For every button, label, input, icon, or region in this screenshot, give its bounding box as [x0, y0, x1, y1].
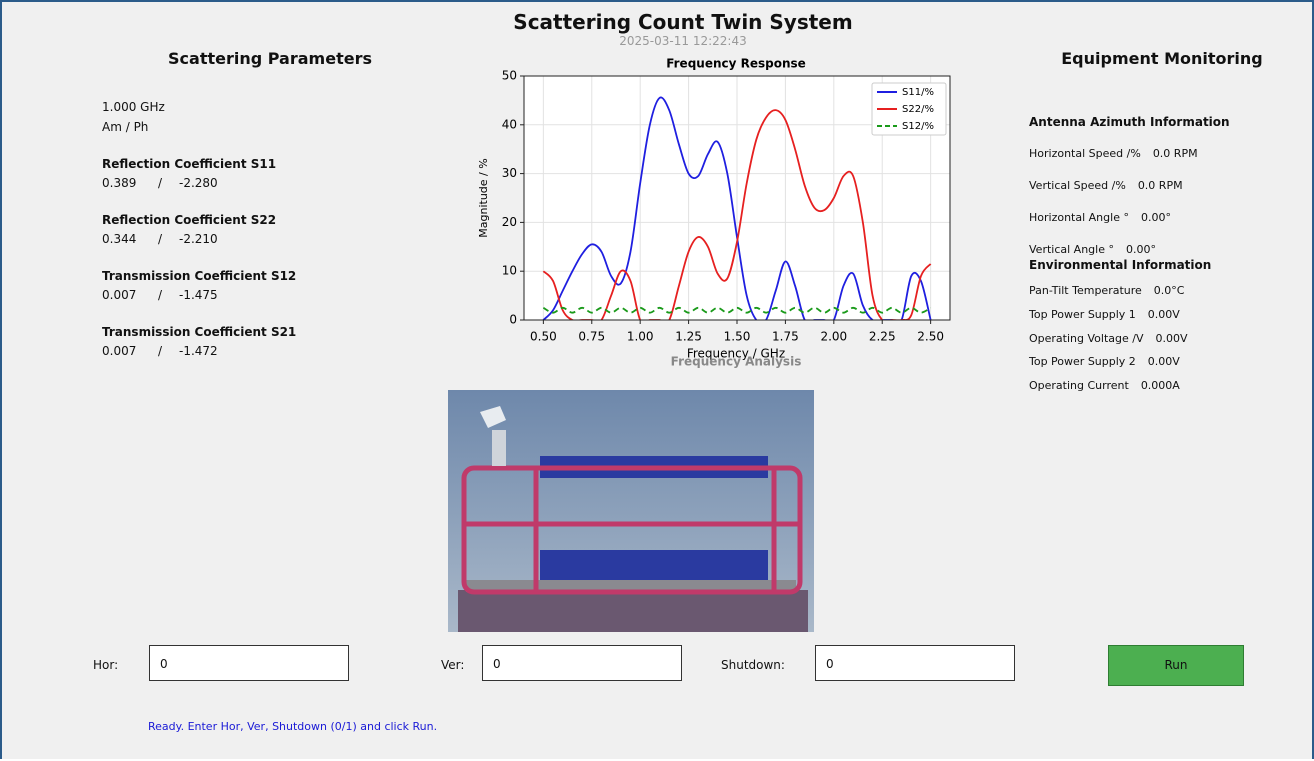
- app-title: Scattering Count Twin System: [2, 10, 1314, 34]
- y-tick-label: 10: [502, 264, 517, 278]
- x-tick-label: 0.75: [578, 330, 605, 344]
- x-tick-label: 1.50: [724, 330, 751, 344]
- app-window: Scattering Count Twin System 2025-03-11 …: [0, 0, 1314, 759]
- info-row: Vertical Angle ° 0.00°: [1029, 243, 1156, 256]
- section-heading: Antenna Azimuth Information: [1029, 115, 1230, 129]
- param-separator: /: [158, 344, 162, 358]
- param-label: Transmission Coefficient S21: [102, 325, 296, 339]
- info-row: Operating Current 0.000A: [1029, 379, 1180, 392]
- info-label: Operating Voltage /V: [1029, 332, 1143, 345]
- info-label: Top Power Supply 2: [1029, 355, 1136, 368]
- param-phase: -1.472: [179, 344, 218, 358]
- param-amplitude: 0.007: [102, 344, 136, 358]
- timestamp: 2025-03-11 12:22:43: [2, 34, 1314, 48]
- run-button[interactable]: Run: [1108, 645, 1244, 686]
- legend-label: S12/%: [902, 121, 934, 132]
- param-phase: -2.280: [179, 176, 218, 190]
- left-heading: Scattering Parameters: [120, 49, 420, 68]
- x-tick-label: 0.50: [530, 330, 557, 344]
- x-tick-label: 1.25: [675, 330, 702, 344]
- info-label: Vertical Speed /%: [1029, 179, 1126, 192]
- x-tick-label: 1.00: [627, 330, 654, 344]
- mode: Am / Ph: [102, 120, 148, 134]
- legend-label: S22/%: [902, 104, 934, 115]
- info-value: 0.00V: [1148, 355, 1180, 368]
- legend-label: S11/%: [902, 87, 934, 98]
- frequency: 1.000 GHz: [102, 100, 165, 114]
- param-amplitude: 0.007: [102, 288, 136, 302]
- y-axis-label: Magnitude / %: [477, 158, 490, 237]
- y-tick-label: 0: [509, 313, 517, 327]
- field-label: Hor:: [93, 658, 118, 672]
- info-label: Top Power Supply 1: [1029, 308, 1136, 321]
- info-value: 0.000A: [1141, 379, 1180, 392]
- param-amplitude: 0.344: [102, 232, 136, 246]
- twin-render: [448, 390, 814, 632]
- info-row: Horizontal Speed /% 0.0 RPM: [1029, 147, 1198, 160]
- text-input[interactable]: 0: [815, 645, 1015, 681]
- status-text: Ready. Enter Hor, Ver, Shutdown (0/1) an…: [148, 720, 437, 733]
- info-label: Operating Current: [1029, 379, 1129, 392]
- info-row: Pan-Tilt Temperature 0.0°C: [1029, 284, 1184, 297]
- info-value: 0.00°: [1126, 243, 1156, 256]
- param-label: Reflection Coefficient S11: [102, 157, 276, 171]
- info-label: Vertical Angle °: [1029, 243, 1114, 256]
- param-amplitude: 0.389: [102, 176, 136, 190]
- info-value: 0.00°: [1141, 211, 1171, 224]
- y-tick-label: 50: [502, 69, 517, 83]
- field-label: Shutdown:: [721, 658, 785, 672]
- info-value: 0.0 RPM: [1138, 179, 1183, 192]
- x-tick-label: 2.50: [917, 330, 944, 344]
- y-tick-label: 30: [502, 166, 517, 180]
- text-input[interactable]: 0: [149, 645, 349, 681]
- param-label: Transmission Coefficient S12: [102, 269, 296, 283]
- info-label: Horizontal Speed /%: [1029, 147, 1141, 160]
- param-separator: /: [158, 288, 162, 302]
- info-value: 0.0 RPM: [1153, 147, 1198, 160]
- param-label: Reflection Coefficient S22: [102, 213, 276, 227]
- text-input[interactable]: 0: [482, 645, 682, 681]
- section-heading: Environmental Information: [1029, 258, 1211, 272]
- y-tick-label: 40: [502, 117, 517, 131]
- field-label: Ver:: [441, 658, 464, 672]
- x-tick-label: 2.00: [820, 330, 847, 344]
- info-value: 0.00V: [1148, 308, 1180, 321]
- info-row: Top Power Supply 2 0.00V: [1029, 355, 1180, 368]
- param-separator: /: [158, 176, 162, 190]
- right-heading: Equipment Monitoring: [1012, 49, 1312, 68]
- x-tick-label: 2.25: [869, 330, 896, 344]
- info-row: Horizontal Angle ° 0.00°: [1029, 211, 1171, 224]
- info-row: Operating Voltage /V 0.00V: [1029, 332, 1188, 345]
- param-separator: /: [158, 232, 162, 246]
- param-phase: -2.210: [179, 232, 218, 246]
- info-value: 0.00V: [1155, 332, 1187, 345]
- chart: Frequency Response Frequency / GHz Frequ…: [462, 52, 982, 372]
- chart-title: Frequency Response: [666, 57, 806, 71]
- info-label: Pan-Tilt Temperature: [1029, 284, 1142, 297]
- info-label: Horizontal Angle °: [1029, 211, 1129, 224]
- info-row: Vertical Speed /% 0.0 RPM: [1029, 179, 1183, 192]
- y-tick-label: 20: [502, 215, 517, 229]
- info-row: Top Power Supply 1 0.00V: [1029, 308, 1180, 321]
- chart-subtitle: Frequency Analysis: [671, 355, 802, 369]
- param-phase: -1.475: [179, 288, 218, 302]
- x-tick-label: 1.75: [772, 330, 799, 344]
- info-value: 0.0°C: [1154, 284, 1185, 297]
